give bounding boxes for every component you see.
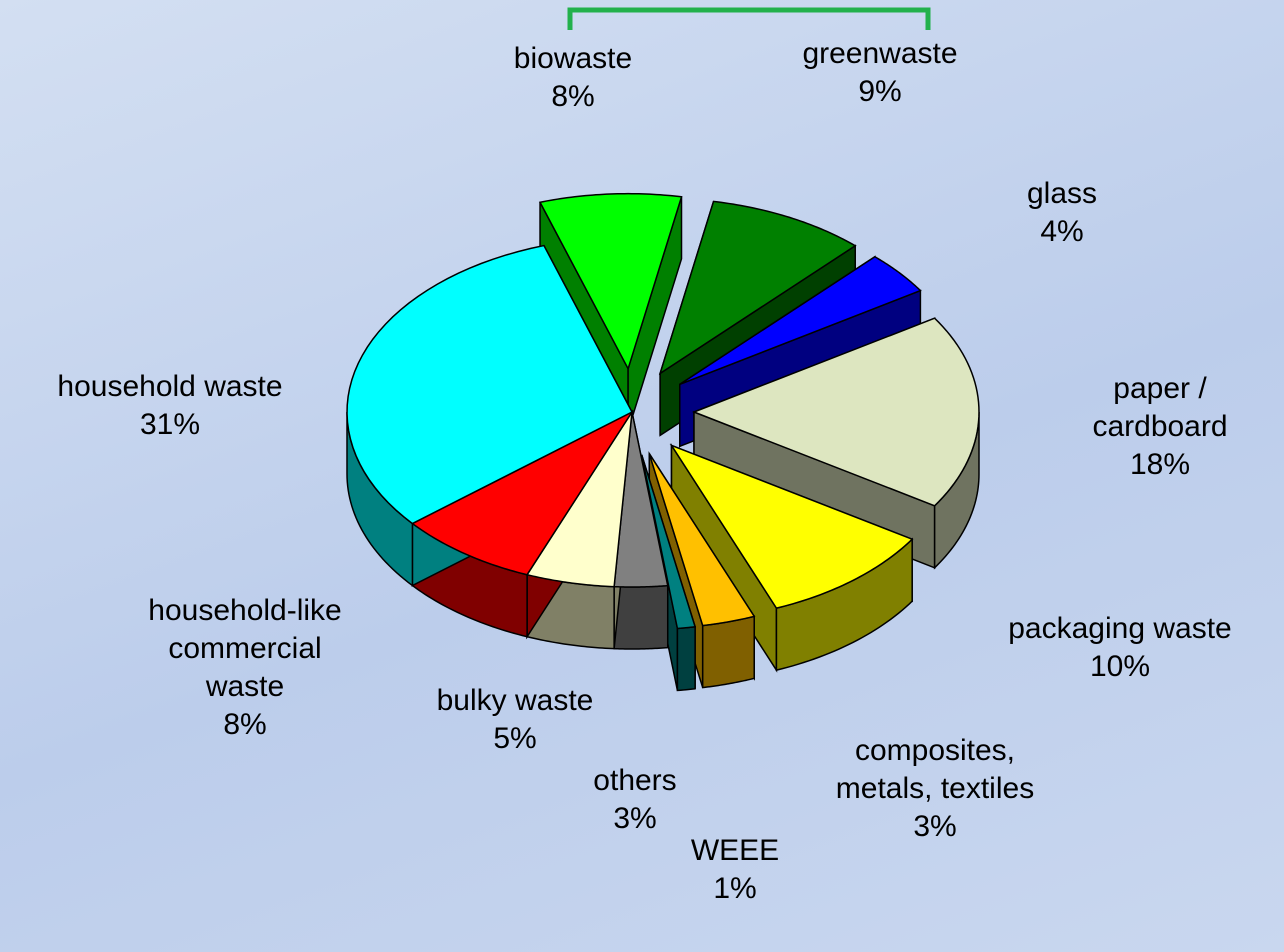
slice-tops (346, 192, 980, 630)
value-label: 31% (139, 408, 201, 441)
value-label: 5% (493, 722, 537, 755)
category-label: packaging waste (1008, 612, 1232, 645)
value-label: 1% (713, 872, 757, 905)
slice (538, 192, 683, 371)
slice-label: bulky waste 5% (405, 682, 625, 758)
slice-label: composites, metals, textiles 3% (815, 732, 1055, 846)
slice (613, 411, 669, 588)
slice (346, 244, 634, 525)
slice (658, 200, 857, 376)
slice (679, 255, 922, 386)
slice-label: household waste 31% (0, 368, 340, 444)
slice-label: paper / cardboard 18% (1075, 370, 1245, 484)
slice-label: glass 4% (1002, 175, 1122, 251)
slice (525, 411, 633, 588)
category-label: paper / cardboard (1092, 372, 1228, 443)
slice (410, 410, 635, 576)
slice (640, 454, 697, 630)
slice (648, 453, 756, 627)
slice-label: household-like commercial waste 8% (138, 592, 353, 744)
value-label: 10% (1089, 650, 1151, 683)
value-label: 4% (1040, 215, 1084, 248)
value-label: 8% (223, 708, 267, 741)
value-label: 3% (613, 802, 657, 835)
value-label: 18% (1129, 448, 1191, 481)
slice-label: packaging waste 10% (955, 610, 1284, 686)
value-label: 9% (858, 75, 902, 108)
bracket (567, 7, 931, 30)
category-label: composites, metals, textiles (835, 734, 1035, 805)
slice-side (613, 584, 669, 650)
category-label: household waste (57, 370, 283, 403)
slice-side (676, 625, 696, 692)
value-label: 3% (913, 810, 957, 843)
slice-side (701, 615, 755, 689)
slice (691, 317, 980, 507)
slice (669, 443, 914, 610)
category-label: bulky waste (436, 684, 594, 717)
category-label: others (593, 764, 677, 797)
slice-label: greenwaste 9% (760, 35, 1000, 111)
category-label: glass (1026, 177, 1098, 210)
slice-label: WEEE 1% (675, 832, 795, 908)
value-label: 8% (551, 80, 595, 113)
slice-label: biowaste 8% (473, 40, 673, 116)
category-label: greenwaste (802, 37, 958, 70)
category-label: household-like commercial waste (148, 594, 342, 703)
slice-label: others 3% (565, 762, 705, 838)
category-label: WEEE (690, 834, 780, 867)
category-label: biowaste (513, 42, 633, 75)
